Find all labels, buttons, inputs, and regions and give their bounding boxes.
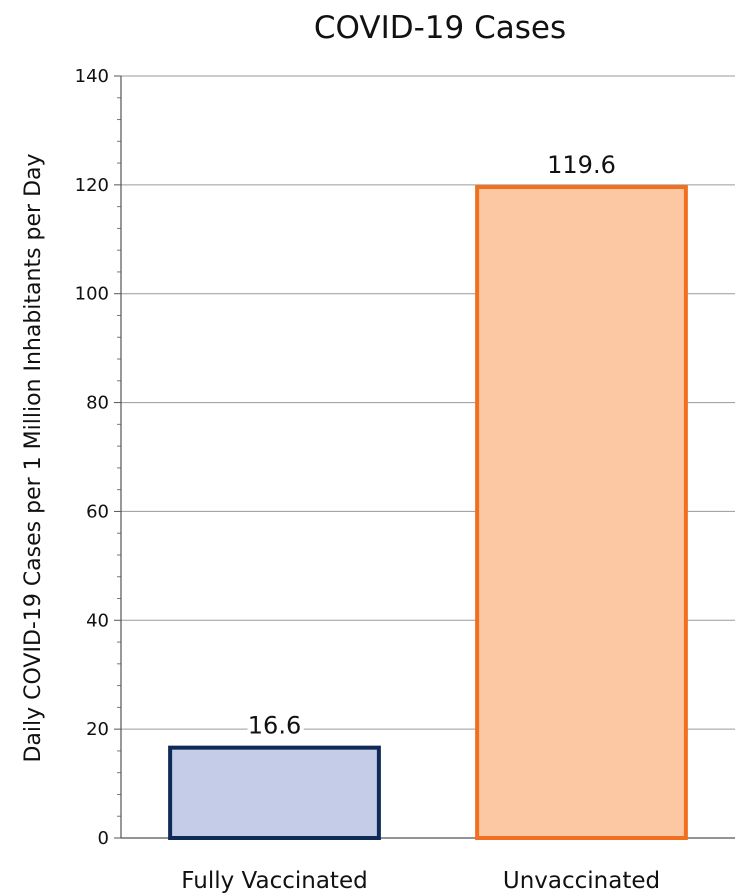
x-category-label: Unvaccinated xyxy=(503,868,660,894)
bar xyxy=(168,745,381,840)
y-tick-label: 20 xyxy=(86,719,109,740)
y-tick-label: 120 xyxy=(75,175,109,196)
y-tick-label: 40 xyxy=(86,610,109,631)
y-tick-label: 0 xyxy=(98,828,109,849)
bar-value-label: 16.6 xyxy=(248,712,301,740)
y-tick-label: 100 xyxy=(75,284,109,305)
bar xyxy=(475,185,688,840)
y-tick-label: 140 xyxy=(75,66,109,87)
labels: 16.6 Fully Vaccinated 119.6 Unvaccinated xyxy=(181,147,660,894)
x-category-label: Fully Vaccinated xyxy=(181,868,367,894)
y-tick-label: 60 xyxy=(86,501,109,522)
chart-title: COVID-19 Cases xyxy=(314,10,566,46)
y-axis-label: Daily COVID-19 Cases per 1 Million Inhab… xyxy=(21,153,46,762)
bars xyxy=(168,185,688,840)
y-tick-label: 80 xyxy=(86,393,109,414)
gridlines xyxy=(121,75,735,730)
bar-value-label: 119.6 xyxy=(547,151,616,179)
